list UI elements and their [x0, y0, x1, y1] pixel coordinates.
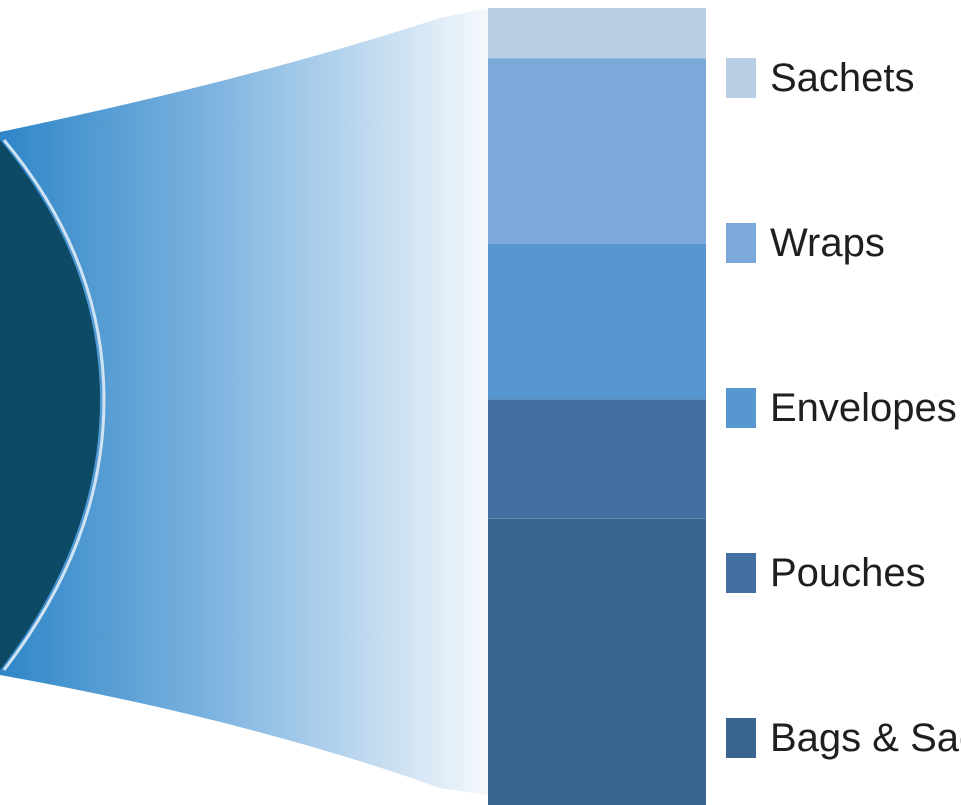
pie-edge-highlight: [2, 139, 106, 671]
legend-label-bags-sacks: Bags & Sacks: [770, 716, 961, 760]
bar-segment-pouches: [488, 399, 706, 519]
bar-segment-envelopes: [488, 243, 706, 400]
pie-group: [0, 8, 488, 795]
legend-label-sachets: Sachets: [770, 56, 915, 100]
connector-fan: [0, 8, 488, 795]
legend-swatch-envelopes: [726, 388, 756, 428]
legend-swatch-bags-sacks: [726, 718, 756, 758]
legend-label-pouches: Pouches: [770, 551, 926, 595]
legend: Sachets Wraps Envelopes Pouches Bags & Sacks: [726, 56, 961, 760]
legend-swatch-wraps: [726, 223, 756, 263]
bar-segment-wraps: [488, 58, 706, 244]
pie-slice-main: [0, 140, 100, 670]
legend-label-envelopes: Envelopes: [770, 386, 957, 430]
stacked-bar: [488, 8, 706, 805]
bar-segment-sachets: [488, 8, 706, 59]
bar-segment-bags-sacks: [488, 518, 706, 805]
legend-swatch-sachets: [726, 58, 756, 98]
legend-label-wraps: Wraps: [770, 221, 885, 265]
legend-swatch-pouches: [726, 553, 756, 593]
